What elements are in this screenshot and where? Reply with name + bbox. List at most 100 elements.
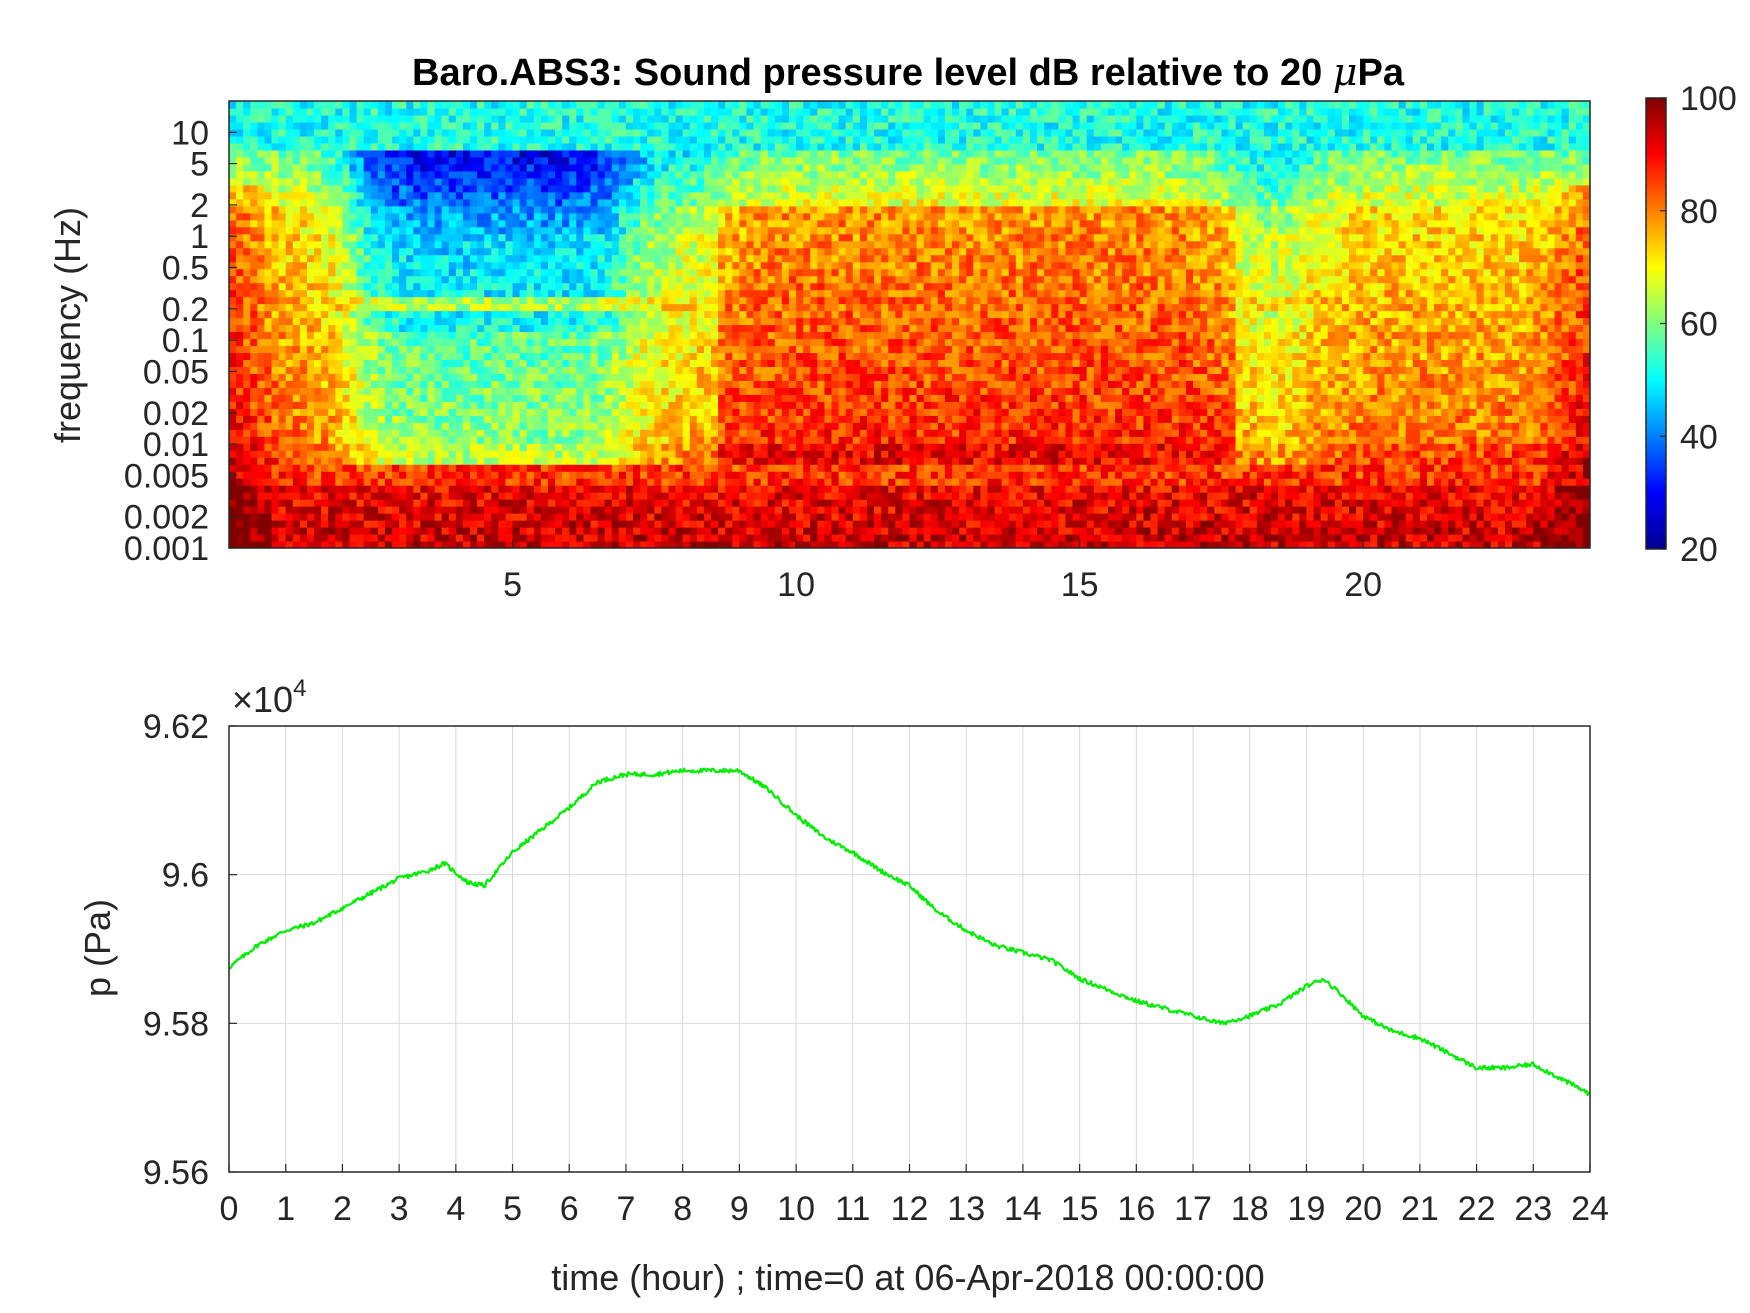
heatmap-cell [462, 101, 471, 109]
heatmap-cell [611, 527, 620, 535]
heatmap-cell [441, 289, 450, 298]
heatmap-cell [271, 345, 280, 354]
heatmap-cell [555, 226, 563, 235]
heatmap-cell [420, 142, 429, 151]
heatmap-cell [732, 184, 740, 193]
heatmap-cell [533, 268, 542, 277]
heatmap-cell [448, 163, 457, 172]
heatmap-cell [668, 247, 677, 256]
heatmap-cell [306, 415, 315, 423]
heatmap-cell [420, 282, 429, 291]
heatmap-cell [498, 198, 507, 207]
heatmap-cell [633, 261, 641, 270]
heatmap-cell [420, 212, 429, 221]
heatmap-cell [540, 338, 549, 347]
heatmap-cell [611, 135, 620, 144]
heatmap-cell [569, 485, 577, 493]
heatmap-cell [625, 485, 634, 493]
heatmap-cell [604, 219, 613, 228]
heatmap-cell [576, 345, 585, 354]
heatmap-cell [767, 289, 776, 298]
heatmap-cell [640, 408, 648, 416]
heatmap-cell [335, 373, 344, 381]
heatmap-cell [285, 366, 294, 374]
heatmap-cell [448, 513, 457, 521]
heatmap-cell [363, 212, 372, 221]
heatmap-cell [555, 142, 563, 151]
heatmap-cell [533, 534, 542, 542]
heatmap-cell [399, 429, 407, 437]
heatmap-cell [420, 135, 429, 144]
heatmap-cell [484, 464, 492, 472]
heatmap-cell [413, 317, 421, 326]
heatmap-cell [257, 506, 266, 514]
heatmap-cell [328, 450, 336, 458]
heatmap-cell [746, 450, 755, 458]
heatmap-cell [306, 366, 315, 374]
heatmap-cell [257, 429, 266, 437]
heatmap-cell [356, 128, 365, 137]
heatmap-cell [604, 520, 613, 528]
heatmap-cell [342, 324, 351, 333]
heatmap-cell [250, 366, 258, 374]
heatmap-cell [441, 394, 450, 402]
heatmap-cell [335, 527, 344, 535]
heatmap-cell [441, 142, 450, 151]
heatmap-cell [377, 310, 386, 319]
heatmap-cell [583, 380, 592, 388]
heatmap-cell [760, 492, 769, 500]
heatmap-cell [321, 198, 329, 207]
heatmap-cell [668, 499, 677, 507]
heatmap-cell [427, 534, 436, 542]
heatmap-cell [739, 359, 748, 367]
heatmap-cell [526, 513, 535, 521]
heatmap-cell [306, 226, 315, 235]
heatmap-cell [711, 142, 719, 151]
heatmap-cell [370, 233, 379, 242]
heatmap-cell [491, 254, 499, 263]
heatmap-cell [512, 191, 521, 200]
heatmap-cell [583, 352, 592, 361]
heatmap-cell [285, 380, 294, 388]
heatmap-cell [597, 380, 606, 388]
heatmap-cell [633, 310, 641, 319]
heatmap-cell [250, 415, 258, 423]
heatmap-cell [547, 450, 556, 458]
heatmap-cell [633, 352, 641, 361]
heatmap-cell [654, 492, 662, 500]
heatmap-cell [356, 373, 365, 381]
heatmap-cell [711, 534, 719, 542]
heatmap-cell [640, 205, 648, 214]
heatmap-cell [647, 338, 655, 347]
heatmap-cell [696, 499, 705, 507]
heatmap-cell [540, 352, 549, 361]
heatmap-cell [682, 373, 691, 381]
heatmap-cell [569, 163, 577, 172]
heatmap-cell [477, 296, 485, 305]
heatmap-cell [377, 373, 386, 381]
heatmap-cell [370, 170, 379, 179]
heatmap-cell [462, 275, 471, 284]
heatmap-cell [519, 296, 528, 305]
heatmap-cell [590, 261, 599, 270]
heatmap-cell [739, 422, 748, 430]
heatmap-cell [569, 401, 577, 409]
heatmap-cell [406, 513, 414, 521]
heatmap-cell [597, 135, 606, 144]
heatmap-cell [413, 268, 421, 277]
heatmap-cell [299, 527, 308, 535]
heatmap-cell [399, 198, 407, 207]
heatmap-cell [597, 450, 606, 458]
heatmap-cell [654, 205, 662, 214]
heatmap-cell [739, 457, 748, 465]
heatmap-cell [647, 254, 655, 263]
heatmap-cell [526, 471, 535, 479]
heatmap-cell [321, 457, 329, 465]
heatmap-cell [505, 114, 514, 123]
heatmap-cell [349, 366, 358, 374]
heatmap-cell [711, 499, 719, 507]
heatmap-cell [470, 492, 478, 500]
heatmap-cell [611, 422, 620, 430]
heatmap-cell [547, 422, 556, 430]
heatmap-cell [377, 275, 386, 284]
